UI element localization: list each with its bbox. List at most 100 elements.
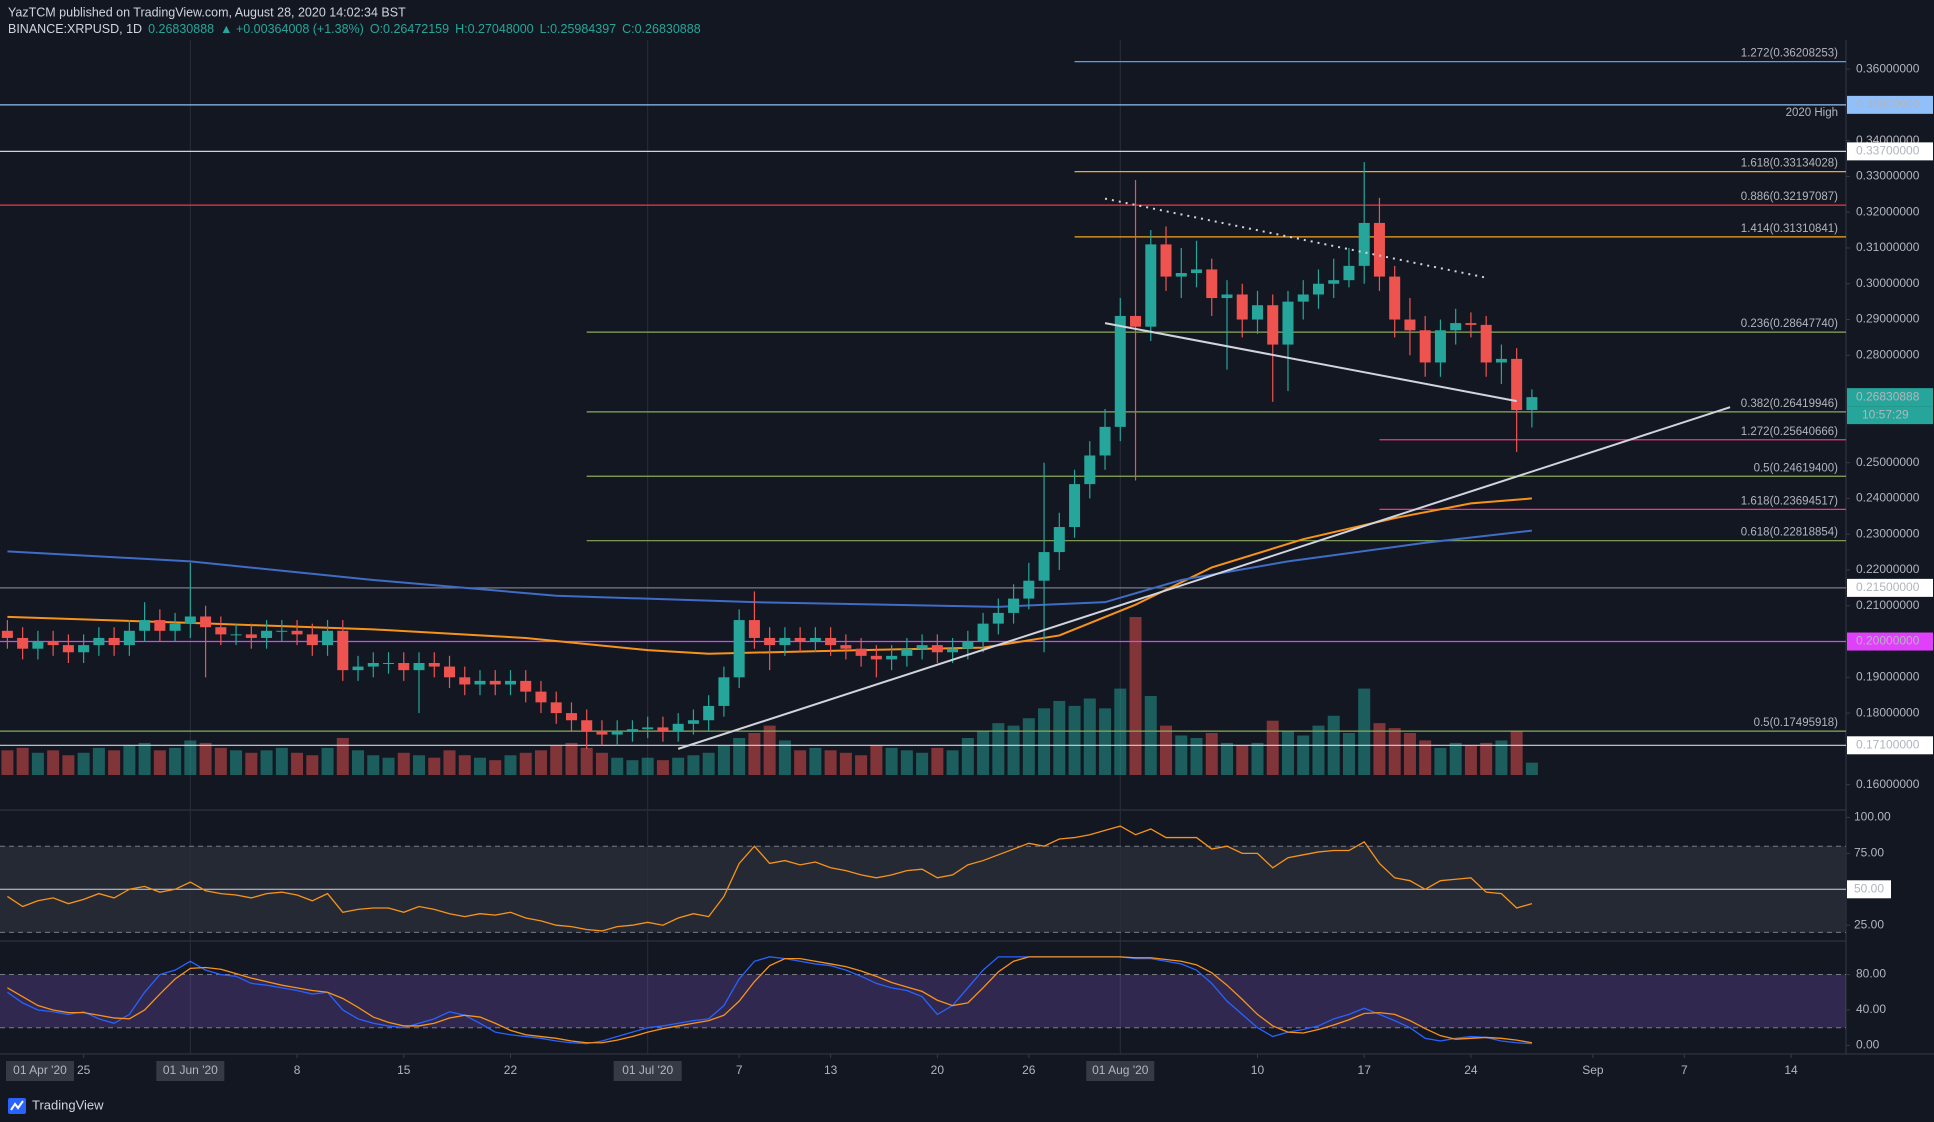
y-tick-label: 0.33000000 [1856,169,1920,183]
candle-body [626,729,638,731]
volume-bar [733,737,746,775]
trendline [1104,322,1517,403]
x-tick-label: 26 [1022,1063,1036,1077]
volume-bar [504,755,517,775]
countdown: 10:57:29 [1862,407,1909,421]
volume-bar [382,757,395,775]
volume-bar [397,752,410,775]
volume-bar [489,760,502,775]
candle-body [596,730,608,735]
candle-body [1450,323,1462,331]
candle-body [123,630,135,646]
volume-bar [946,750,959,775]
candle-body [1511,358,1523,411]
y-tick-label: 0.32000000 [1856,204,1920,218]
rsi-tick-label: 25.00 [1854,917,1884,931]
volume-bar [1434,747,1447,775]
candle-body [520,680,532,692]
candle-body [642,727,654,730]
candle-body [108,637,120,646]
stoch-tick-label: 0.00 [1856,1038,1880,1052]
candle-body [139,620,151,631]
candle-body [1221,294,1233,299]
volume-bar [1419,740,1432,775]
close: C:0.26830888 [622,22,701,36]
volume-bar [656,760,669,775]
volume-bar [870,745,883,775]
x-tick-label: 25 [77,1063,91,1077]
x-tick-label: 7 [736,1063,743,1077]
price-label-box [1847,632,1933,651]
volume-bar [1358,688,1371,775]
high: H:0.27048000 [455,22,534,36]
rsi-label-box [1847,880,1891,899]
candle-body [779,637,791,646]
x-tick-label: 22 [504,1063,518,1077]
candle-body [886,655,898,660]
candle-body [1389,276,1401,320]
stoch-band [0,974,1846,1028]
candle-body [1358,222,1370,266]
candle-body [687,720,699,724]
logo [8,1098,26,1114]
x-tick-label: 01 Jun '20 [163,1063,218,1077]
open: O:0.26472159 [370,22,449,36]
candle-body [794,637,806,642]
volume-bar [1464,745,1477,775]
candle-body [489,680,501,685]
level-label: 0.5(0.17495918) [1754,717,1839,729]
candle-body [62,645,74,653]
volume-bar [1007,725,1020,775]
volume-bar [92,747,105,775]
y-tick-label: 0.25000000 [1856,455,1920,469]
volume-bar [977,730,990,775]
volume-bar [306,755,319,775]
x-tick-label: 15 [397,1063,411,1077]
candle-body [916,645,928,649]
candle-body [1053,527,1065,553]
candle-body [901,648,913,656]
x-tick-label: 13 [824,1063,838,1077]
volume-bar [1175,735,1188,775]
candle-body [1297,294,1309,302]
candle-body [1175,273,1187,277]
volume-bar [626,760,639,775]
symbol-line: BINANCE:XRPUSD, 1D 0.26830888 ▲ +0.0036400… [8,22,701,36]
candle-body [398,662,410,671]
candle-body [1236,294,1248,320]
volume-bar [1099,708,1112,775]
y-tick-label: 0.18000000 [1856,705,1920,719]
candle-body [413,662,425,671]
price-label: 0.21500000 [1856,580,1920,594]
volume-bar [885,747,898,775]
y-tick-label: 0.23000000 [1856,526,1920,540]
candle-body [1099,426,1111,456]
candle-body [840,645,852,649]
candle-body [870,655,882,660]
volume-bar [123,745,136,775]
candle-body [1282,301,1294,345]
x-tick-label: 10 [1251,1063,1265,1077]
x-tick-label: 7 [1681,1063,1688,1077]
volume-bar [245,752,258,775]
candle-body [1,630,13,638]
volume-bar [794,750,807,775]
candle-body [32,641,44,649]
candle-body [230,634,242,636]
candle-body [459,677,471,685]
rsi-line [7,825,1533,932]
volume-bar [153,750,166,775]
volume-bar [565,742,578,775]
candle-body [1130,315,1142,327]
candle-body [276,630,288,632]
candle-body [764,637,776,646]
time-label-box [1086,1061,1155,1081]
volume-bar [717,745,730,775]
candle-body [1206,269,1218,299]
candle-body [962,641,974,649]
volume-bar [550,745,563,775]
trendline [677,406,1731,750]
time-label-box [613,1061,682,1081]
volume-bar [519,752,532,775]
